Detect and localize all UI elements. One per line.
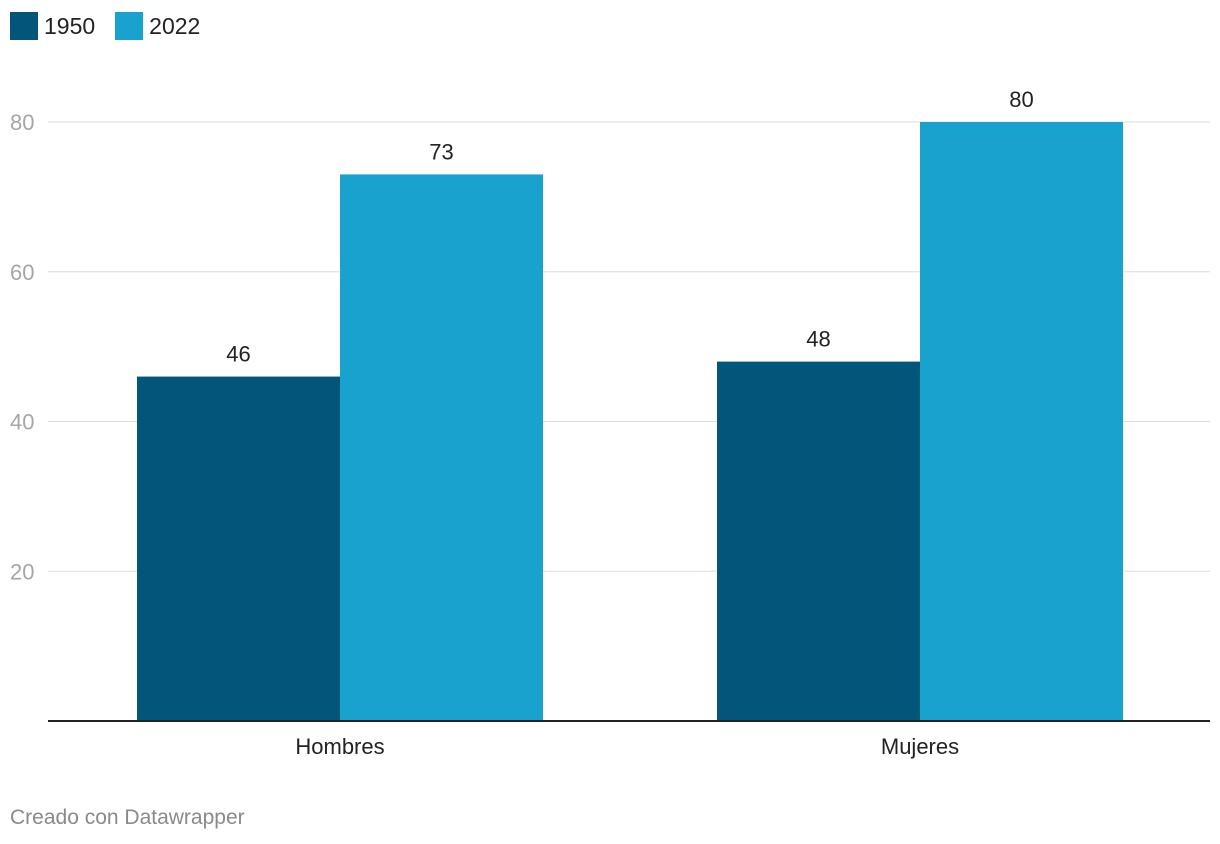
legend-item-1950: 1950 (10, 12, 95, 40)
data-label-mujeres-2022: 80 (1009, 87, 1033, 112)
legend: 1950 2022 (10, 12, 220, 40)
footer-credit: Creado con Datawrapper (10, 806, 245, 829)
y-tick-label-80: 80 (10, 110, 34, 135)
bar-hombres-2022 (340, 174, 543, 722)
x-tick-label-mujeres: Mujeres (881, 734, 959, 759)
data-label-mujeres-1950: 48 (806, 327, 830, 352)
legend-item-2022: 2022 (115, 12, 200, 40)
legend-swatch-2022 (115, 12, 144, 40)
data-label-hombres-1950: 46 (226, 342, 250, 367)
y-tick-label-60: 60 (10, 260, 34, 285)
y-tick-label-40: 40 (10, 410, 34, 435)
legend-label-2022: 2022 (149, 12, 201, 39)
y-tick-label-20: 20 (10, 559, 34, 584)
bar-mujeres-2022 (920, 122, 1123, 721)
bar-hombres-1950 (137, 376, 340, 721)
x-tick-label-hombres: Hombres (295, 734, 384, 759)
legend-label-1950: 1950 (44, 12, 96, 39)
data-label-hombres-2022: 73 (429, 139, 453, 164)
legend-swatch-1950 (10, 12, 38, 40)
bar-mujeres-1950 (717, 361, 920, 721)
